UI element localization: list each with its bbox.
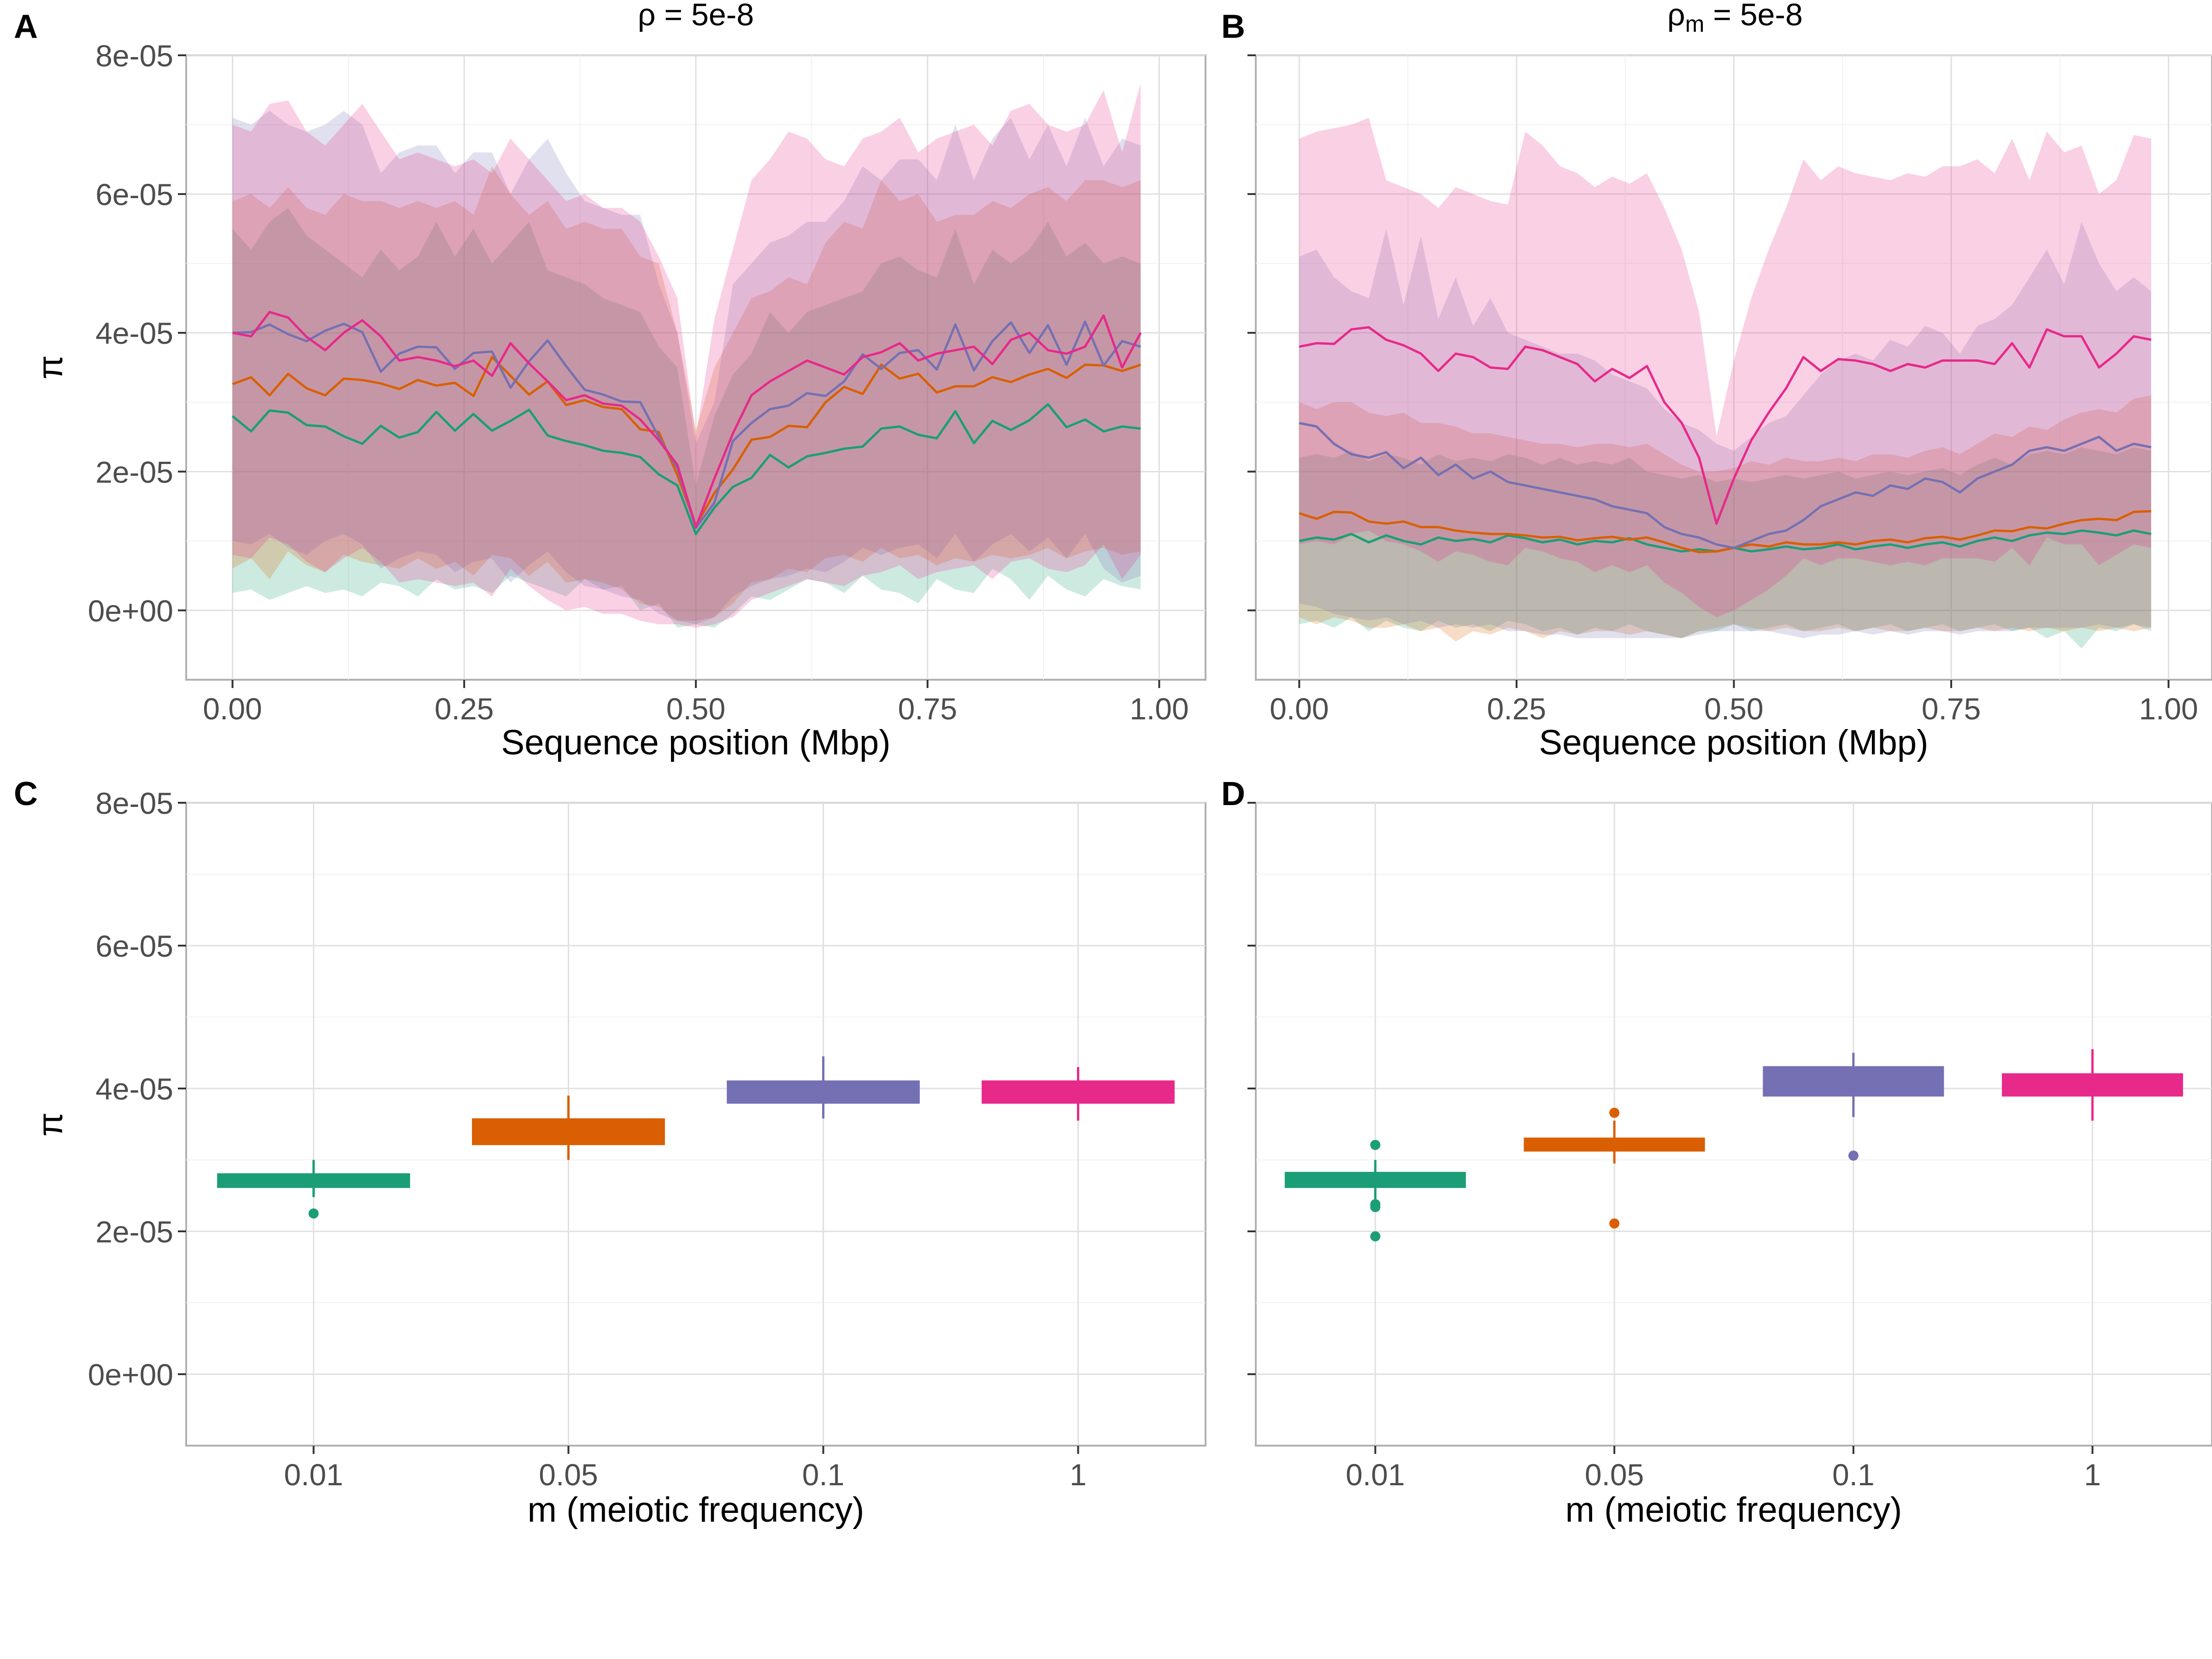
outlier-point <box>1370 1202 1381 1212</box>
y-tick-label: 8e-05 <box>95 786 173 820</box>
line-m-0.05 <box>1299 510 2152 553</box>
x-axis-title-b: Sequence position (Mbp) <box>1539 723 1929 762</box>
y-axis-b <box>1247 54 1256 612</box>
ribbon-m-1 <box>1299 118 2151 618</box>
y-axis-a: 0e+00 2e-05 4e-05 6e-05 8e-05 <box>88 39 186 628</box>
x-tick-label: 0.75 <box>1922 692 1981 726</box>
y-tick-label: 4e-05 <box>95 316 173 350</box>
y-tick-label: 6e-05 <box>95 177 173 212</box>
x-tick-label: 0.01 <box>1346 1458 1405 1492</box>
ribbon-m-0.01 <box>1299 447 2151 649</box>
panel-d: D 0.01 0.05 0.1 1 m (meiotic frequency) <box>1221 776 2212 1530</box>
y-tick-label: 0e+00 <box>88 1358 173 1392</box>
ribbon-m-1 <box>232 83 1141 628</box>
line-m-1 <box>1299 326 2152 525</box>
panel-title-b-base: ρ <box>1667 0 1685 32</box>
outlier-point <box>1609 1218 1620 1229</box>
x-tick-label: 0.00 <box>1270 692 1329 726</box>
outlier-point <box>1848 1150 1859 1161</box>
line-m-1 <box>232 311 1142 529</box>
boxplot-m-0.05 <box>472 1095 665 1160</box>
y-axis-title-a: π <box>31 355 70 379</box>
x-tick-label: 0.05 <box>539 1458 598 1492</box>
x-tick-label: 0.00 <box>203 692 262 726</box>
y-tick-label: 4e-05 <box>95 1072 173 1106</box>
x-tick-label: 1.00 <box>2139 692 2198 726</box>
gridlines-b <box>1256 54 2212 680</box>
x-tick-label: 0.75 <box>898 692 957 726</box>
gridlines-a <box>186 54 1206 680</box>
x-tick-label: 0.1 <box>802 1458 845 1492</box>
y-tick-label: 6e-05 <box>95 929 173 963</box>
x-tick-label: 0.25 <box>435 692 494 726</box>
x-axis-title-c: m (meiotic frequency) <box>528 1490 865 1530</box>
panel-a: A ρ = 5e-8 0e+00 2e-05 4e-05 6e-05 8e-05 0.0… <box>14 0 1206 762</box>
panel-c: C 0e+00 2e-05 4e-05 6e-05 8e-05 0.01 0.05 0.1 1… <box>14 776 1206 1530</box>
series-lines-b <box>1299 326 2152 553</box>
boxplots-c <box>217 1056 1175 1219</box>
outlier-point <box>1370 1140 1381 1150</box>
ribbon-m-0.05 <box>1299 395 2151 642</box>
ribbons-a <box>232 83 1141 628</box>
boxplot-m-0.1 <box>727 1056 920 1119</box>
boxplot-m-0.01 <box>1284 1140 1466 1241</box>
box <box>982 1080 1175 1104</box>
panel-label-b: B <box>1221 8 1245 45</box>
y-tick-label: 0e+00 <box>88 594 173 628</box>
x-axis-c: 0.01 0.05 0.1 1 <box>284 1446 1087 1492</box>
boxplots-d <box>1284 1049 2183 1241</box>
panel-title-a-base: ρ <box>638 0 656 32</box>
outlier-point <box>1609 1107 1620 1118</box>
line-m-0.1 <box>1299 422 2152 549</box>
panel-b: B ρm = 5e-8 0.00 0.25 0.50 0.75 1.00 Sequenc… <box>1221 0 2212 762</box>
x-tick-label: 1 <box>2084 1458 2101 1492</box>
ribbon-m-0.1 <box>232 111 1141 624</box>
x-tick-label: 0.50 <box>1704 692 1763 726</box>
panel-label-d: D <box>1221 776 1245 812</box>
ribbon-m-0.01 <box>232 208 1141 628</box>
boxplot-m-1 <box>2002 1049 2183 1121</box>
panel-title-b-subscript: m <box>1685 11 1705 37</box>
y-tick-label: 2e-05 <box>95 455 173 489</box>
panel-title-a: ρ = 5e-8 <box>638 0 754 32</box>
series-lines-a <box>231 311 1142 535</box>
x-tick-label: 0.01 <box>284 1458 343 1492</box>
box <box>472 1118 665 1145</box>
boxplot-m-0.05 <box>1524 1107 1705 1229</box>
box <box>2002 1073 2183 1097</box>
x-tick-label: 0.1 <box>1832 1458 1875 1492</box>
panel-title-a-rest: = 5e-8 <box>656 0 754 32</box>
boxplot-m-0.01 <box>217 1160 410 1219</box>
panel-label-a: A <box>14 8 38 45</box>
outlier-point <box>1370 1231 1381 1241</box>
boxplot-m-1 <box>982 1067 1175 1121</box>
x-tick-label: 1 <box>1070 1458 1087 1492</box>
x-axis-a: 0.00 0.25 0.50 0.75 1.00 <box>203 680 1189 726</box>
x-axis-b: 0.00 0.25 0.50 0.75 1.00 <box>1270 680 2198 726</box>
y-axis-title-c: π <box>31 1112 70 1136</box>
y-axis-d <box>1247 802 1256 1375</box>
x-tick-label: 1.00 <box>1130 692 1188 726</box>
x-axis-d: 0.01 0.05 0.1 1 <box>1346 1446 2101 1492</box>
line-m-0.01 <box>231 403 1141 535</box>
y-tick-label: 2e-05 <box>95 1215 173 1249</box>
x-tick-label: 0.05 <box>1585 1458 1644 1492</box>
y-tick-label: 8e-05 <box>95 39 173 73</box>
ribbon-m-0.05 <box>232 166 1141 621</box>
x-axis-title-d: m (meiotic frequency) <box>1565 1490 1902 1530</box>
x-tick-label: 0.50 <box>666 692 725 726</box>
outlier-point <box>308 1208 319 1219</box>
panel-title-b-rest: = 5e-8 <box>1704 0 1803 32</box>
x-tick-label: 0.25 <box>1487 692 1546 726</box>
panel-label-c: C <box>14 776 38 812</box>
x-axis-title-a: Sequence position (Mbp) <box>501 723 891 762</box>
boxplot-m-0.1 <box>1763 1053 1944 1161</box>
y-axis-c: 0e+00 2e-05 4e-05 6e-05 8e-05 <box>88 786 186 1392</box>
panel-title-b: ρm = 5e-8 <box>1667 0 1803 37</box>
